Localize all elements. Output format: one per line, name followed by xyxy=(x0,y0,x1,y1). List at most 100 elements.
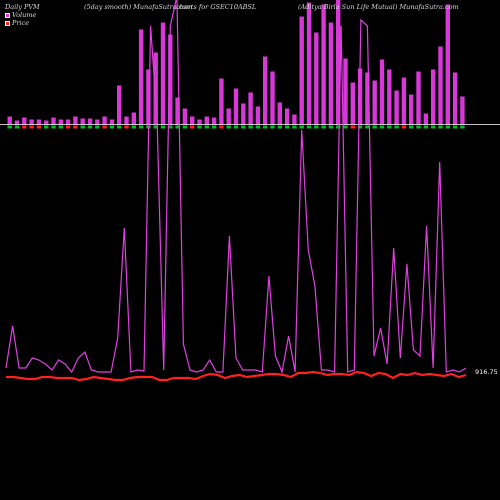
up-marker xyxy=(131,125,136,129)
up-marker xyxy=(452,125,458,129)
volume-bar xyxy=(175,97,180,125)
volume-bar xyxy=(452,72,458,125)
volume-bar xyxy=(51,117,56,125)
up-marker xyxy=(343,125,348,129)
volume-bar xyxy=(124,116,129,125)
up-marker xyxy=(233,125,239,129)
volume-bar xyxy=(431,69,436,125)
volume-bar xyxy=(153,52,158,125)
up-marker xyxy=(168,125,173,129)
up-marker xyxy=(87,125,93,129)
volume-bar xyxy=(226,108,231,125)
volume-bar xyxy=(168,34,173,125)
up-marker xyxy=(138,125,144,129)
up-marker xyxy=(372,125,377,129)
up-marker xyxy=(95,125,100,129)
up-marker xyxy=(416,125,421,129)
volume-bar xyxy=(445,4,450,125)
volume-bar xyxy=(102,116,107,125)
up-marker xyxy=(44,125,49,129)
up-down-markers xyxy=(7,125,465,129)
volume-bar xyxy=(22,117,27,125)
volume-bar xyxy=(357,68,363,125)
volume-bar xyxy=(95,119,100,125)
up-marker xyxy=(357,125,363,129)
down-marker xyxy=(65,125,71,129)
chart-title-middle: (5day smooth) MunafaSutra.com xyxy=(84,3,193,11)
up-marker xyxy=(277,125,282,129)
up-marker xyxy=(80,125,85,129)
up-marker xyxy=(314,125,319,129)
volume-bar xyxy=(270,71,275,125)
volume-bar xyxy=(460,96,465,125)
volume-bar xyxy=(131,112,136,125)
volume-bar xyxy=(423,113,429,125)
legend-volume: Volume xyxy=(5,11,36,19)
legend-price: Price xyxy=(5,19,29,27)
volume-bar xyxy=(438,46,443,125)
up-marker xyxy=(365,125,370,129)
up-marker xyxy=(255,125,261,129)
down-marker xyxy=(124,125,129,129)
up-marker xyxy=(241,125,246,129)
up-marker xyxy=(117,125,122,129)
volume-bar xyxy=(233,88,239,125)
volume-bar xyxy=(255,106,261,125)
down-marker xyxy=(350,125,355,129)
volume-bar xyxy=(65,119,71,125)
up-marker xyxy=(299,125,304,129)
volume-bar xyxy=(365,72,370,125)
volume-bar xyxy=(321,4,326,125)
up-marker xyxy=(14,125,20,129)
up-marker xyxy=(51,125,56,129)
up-marker xyxy=(379,125,385,129)
up-marker xyxy=(204,125,209,129)
volume-bar xyxy=(182,108,188,125)
volume-bar xyxy=(350,82,355,125)
volume-bar xyxy=(44,120,49,125)
volume-bars xyxy=(7,0,465,125)
volume-bar xyxy=(284,108,290,125)
legend-price-label: Price xyxy=(12,19,30,27)
up-marker xyxy=(197,125,202,129)
volume-bar xyxy=(197,119,202,125)
legend-volume-label: Volume xyxy=(12,11,37,19)
up-marker xyxy=(445,125,450,129)
volume-bar xyxy=(387,69,392,125)
up-marker xyxy=(336,125,341,129)
volume-bar xyxy=(343,58,348,125)
volume-swatch xyxy=(5,12,10,18)
volume-bar xyxy=(190,116,195,125)
down-marker xyxy=(190,125,195,129)
down-marker xyxy=(36,125,42,129)
volume-bar xyxy=(306,2,312,125)
up-marker xyxy=(58,125,63,129)
up-marker xyxy=(182,125,188,129)
volume-bar xyxy=(336,0,341,125)
last-price-label: 916.75 xyxy=(475,368,498,376)
down-marker xyxy=(401,125,407,129)
volume-bar xyxy=(394,90,399,125)
volume-bar xyxy=(416,71,421,125)
volume-bar xyxy=(117,85,122,125)
volume-bar xyxy=(401,77,407,125)
volume-bar xyxy=(314,32,319,125)
up-marker xyxy=(284,125,290,129)
chart-title-center: charts for GSEC10ABSL xyxy=(176,3,257,11)
chart-title-left: Daily PVM xyxy=(5,3,40,11)
up-marker xyxy=(7,125,12,129)
down-marker xyxy=(73,125,78,129)
down-marker xyxy=(102,125,107,129)
volume-bar xyxy=(219,78,224,125)
down-marker xyxy=(219,125,224,129)
up-marker xyxy=(438,125,443,129)
volume-bar xyxy=(87,118,93,125)
volume-bar xyxy=(109,119,115,125)
volume-bar xyxy=(7,116,12,125)
volume-bar xyxy=(14,120,20,125)
volume-bar xyxy=(160,22,166,125)
up-marker xyxy=(423,125,429,129)
up-marker xyxy=(175,125,180,129)
up-marker xyxy=(292,125,297,129)
